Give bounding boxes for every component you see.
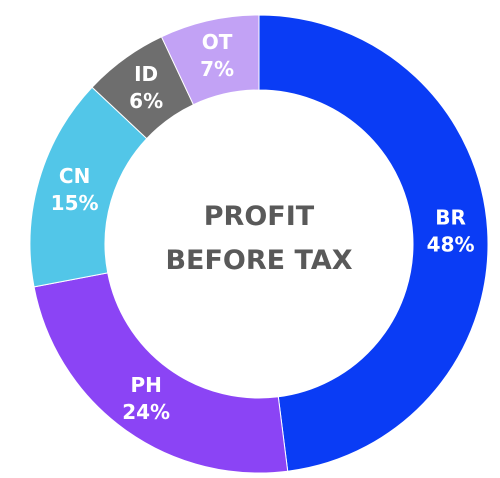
donut-segment (33, 272, 289, 474)
segment-category-label: OT (202, 30, 233, 54)
segment-value-label: 15% (51, 191, 99, 215)
segment-category-label: CN (59, 164, 90, 188)
segment-category-label: ID (134, 62, 158, 86)
segment-value-label: 24% (122, 400, 170, 424)
segment-value-label: 48% (427, 232, 475, 256)
segment-category-label: BR (435, 205, 466, 229)
segment-value-label: 6% (129, 89, 163, 113)
chart-title: PROFIT BEFORE TAX (165, 201, 353, 276)
donut-segment (258, 14, 489, 472)
segment-value-label: 7% (200, 57, 234, 81)
donut-segment (160, 14, 260, 106)
segment-category-label: PH (130, 373, 161, 397)
